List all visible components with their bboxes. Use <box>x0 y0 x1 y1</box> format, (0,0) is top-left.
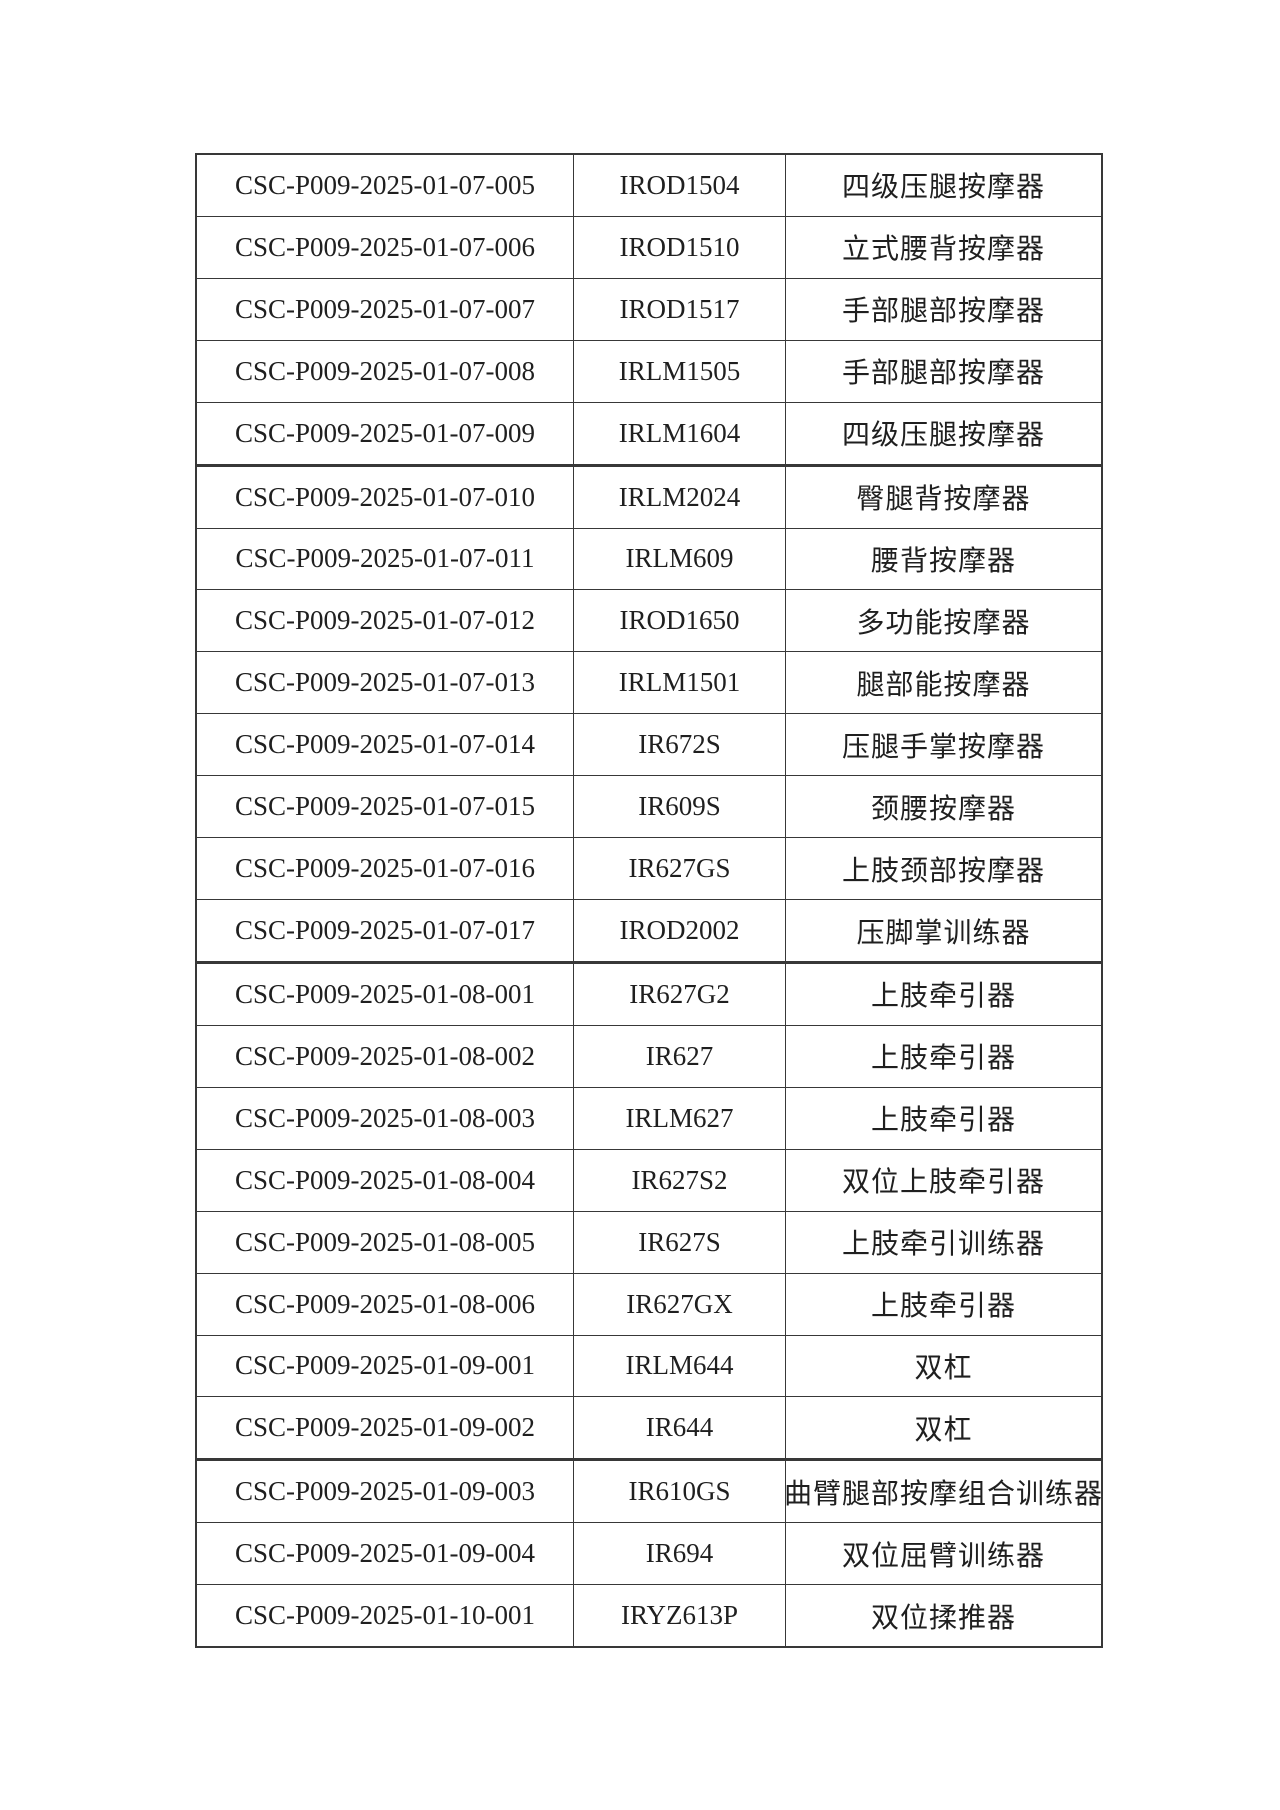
certificate-code-cell: CSC-P009-2025-01-07-010 <box>197 466 574 528</box>
table-row: CSC-P009-2025-01-08-004 IR627S2 双位上肢牵引器 <box>197 1149 1101 1212</box>
table-row: CSC-P009-2025-01-08-002 IR627 上肢牵引器 <box>197 1025 1101 1088</box>
certificate-code-cell: CSC-P009-2025-01-08-003 <box>197 1087 574 1149</box>
certificate-code-cell: CSC-P009-2025-01-08-004 <box>197 1149 574 1211</box>
model-number-cell: IROD1504 <box>574 155 786 216</box>
model-number-cell: IRYZ613P <box>574 1585 786 1647</box>
product-name-cell: 双杠 <box>914 1414 973 1446</box>
product-name-cell: 四级压腿按摩器 <box>841 420 1045 452</box>
certificate-code-cell: CSC-P009-2025-01-07-008 <box>197 340 574 402</box>
model-number-cell: IROD1650 <box>574 590 786 652</box>
model-number-cell: IRLM609 <box>574 528 786 590</box>
model-number-cell: IR627GX <box>574 1273 786 1335</box>
certificate-code-cell: CSC-P009-2025-01-08-002 <box>197 1025 574 1087</box>
product-name-cell: 上肢牵引器 <box>870 981 1016 1013</box>
table-row: CSC-P009-2025-01-08-003 IRLM627 上肢牵引器 <box>197 1087 1101 1150</box>
product-name-cell: 立式腰背按摩器 <box>841 234 1045 266</box>
table-row: CSC-P009-2025-01-07-010 IRLM2024 臀腿背按摩器 <box>197 466 1101 529</box>
model-number-cell: IRLM1505 <box>574 340 786 402</box>
certificate-code-cell: CSC-P009-2025-01-07-016 <box>197 838 574 900</box>
table-row: CSC-P009-2025-01-07-017 IROD2002 压脚掌训练器 <box>197 900 1101 964</box>
model-number-cell: IR627S2 <box>574 1149 786 1211</box>
table-row: CSC-P009-2025-01-09-003 IR610GS 曲臂腿部按摩组合… <box>197 1461 1101 1524</box>
product-name-cell: 腿部能按摩器 <box>856 669 1031 701</box>
table-row: CSC-P009-2025-01-07-015 IR609S 颈腰按摩器 <box>197 776 1101 839</box>
certificate-code-cell: CSC-P009-2025-01-07-007 <box>197 278 574 340</box>
product-table: CSC-P009-2025-01-07-005 IROD1504 四级压腿按摩器… <box>195 153 1103 1648</box>
model-number-cell: IROD2002 <box>574 900 786 961</box>
model-number-cell: IR694 <box>574 1523 786 1585</box>
table-row: CSC-P009-2025-01-07-016 IR627GS 上肢颈部按摩器 <box>197 838 1101 901</box>
certificate-code-cell: CSC-P009-2025-01-07-013 <box>197 652 574 714</box>
table-row: CSC-P009-2025-01-08-005 IR627S 上肢牵引训练器 <box>197 1211 1101 1274</box>
model-number-cell: IRLM1604 <box>574 402 786 464</box>
product-name-cell: 多功能按摩器 <box>856 607 1031 639</box>
table-row: CSC-P009-2025-01-09-001 IRLM644 双杠 <box>197 1335 1101 1398</box>
model-number-cell: IRLM1501 <box>574 652 786 714</box>
product-name-cell: 压腿手掌按摩器 <box>841 731 1045 763</box>
certificate-code-cell: CSC-P009-2025-01-08-005 <box>197 1211 574 1273</box>
certificate-code-cell: CSC-P009-2025-01-09-001 <box>197 1335 574 1397</box>
model-number-cell: IR609S <box>574 776 786 838</box>
certificate-code-cell: CSC-P009-2025-01-07-011 <box>197 528 574 590</box>
table-row: CSC-P009-2025-01-07-013 IRLM1501 腿部能按摩器 <box>197 652 1101 715</box>
product-name-cell: 上肢牵引训练器 <box>841 1229 1045 1261</box>
model-number-cell: IRLM644 <box>574 1335 786 1397</box>
table-row: CSC-P009-2025-01-07-012 IROD1650 多功能按摩器 <box>197 590 1101 653</box>
model-number-cell: IR672S <box>574 714 786 776</box>
table-row: CSC-P009-2025-01-07-007 IROD1517 手部腿部按摩器 <box>197 278 1101 341</box>
product-name-cell: 压脚掌训练器 <box>856 917 1031 949</box>
product-name-cell: 腰背按摩器 <box>870 545 1016 577</box>
model-number-cell: IROD1517 <box>574 278 786 340</box>
product-name-cell: 曲臂腿部按摩组合训练器 <box>786 1478 1101 1510</box>
model-number-cell: IR644 <box>574 1397 786 1459</box>
product-name-cell: 臀腿背按摩器 <box>856 484 1031 516</box>
product-name-cell: 双位揉推器 <box>870 1602 1016 1634</box>
certificate-code-cell: CSC-P009-2025-01-10-001 <box>197 1585 574 1647</box>
model-number-cell: IR627G2 <box>574 963 786 1025</box>
product-name-cell: 上肢牵引器 <box>870 1043 1016 1075</box>
product-name-cell: 双位屈臂训练器 <box>841 1540 1045 1572</box>
certificate-code-cell: CSC-P009-2025-01-07-017 <box>197 900 574 961</box>
table-row: CSC-P009-2025-01-07-005 IROD1504 四级压腿按摩器 <box>197 155 1101 217</box>
certificate-code-cell: CSC-P009-2025-01-07-015 <box>197 776 574 838</box>
model-number-cell: IROD1510 <box>574 216 786 278</box>
table-row: CSC-P009-2025-01-08-006 IR627GX 上肢牵引器 <box>197 1273 1101 1336</box>
certificate-code-cell: CSC-P009-2025-01-07-006 <box>197 216 574 278</box>
model-number-cell: IR627 <box>574 1025 786 1087</box>
table-row: CSC-P009-2025-01-07-006 IROD1510 立式腰背按摩器 <box>197 216 1101 279</box>
product-name-cell: 手部腿部按摩器 <box>841 358 1045 390</box>
product-name-cell: 上肢牵引器 <box>870 1291 1016 1323</box>
certificate-code-cell: CSC-P009-2025-01-09-002 <box>197 1397 574 1459</box>
table-row: CSC-P009-2025-01-10-001 IRYZ613P 双位揉推器 <box>197 1585 1101 1647</box>
model-number-cell: IR627S <box>574 1211 786 1273</box>
product-name-cell: 颈腰按摩器 <box>870 793 1016 825</box>
table-row: CSC-P009-2025-01-09-002 IR644 双杠 <box>197 1397 1101 1462</box>
product-name-cell: 双杠 <box>914 1352 973 1384</box>
product-name-cell: 上肢牵引器 <box>870 1105 1016 1137</box>
table-row: CSC-P009-2025-01-07-008 IRLM1505 手部腿部按摩器 <box>197 340 1101 403</box>
table-row: CSC-P009-2025-01-09-004 IR694 双位屈臂训练器 <box>197 1523 1101 1586</box>
table-row: CSC-P009-2025-01-07-011 IRLM609 腰背按摩器 <box>197 528 1101 591</box>
certificate-code-cell: CSC-P009-2025-01-08-006 <box>197 1273 574 1335</box>
model-number-cell: IR610GS <box>574 1461 786 1523</box>
certificate-code-cell: CSC-P009-2025-01-08-001 <box>197 963 574 1025</box>
certificate-code-cell: CSC-P009-2025-01-07-014 <box>197 714 574 776</box>
product-name-cell: 上肢颈部按摩器 <box>841 855 1045 887</box>
certificate-code-cell: CSC-P009-2025-01-07-005 <box>197 155 574 216</box>
certificate-code-cell: CSC-P009-2025-01-07-012 <box>197 590 574 652</box>
model-number-cell: IRLM2024 <box>574 466 786 528</box>
table-row: CSC-P009-2025-01-07-014 IR672S 压腿手掌按摩器 <box>197 714 1101 777</box>
model-number-cell: IRLM627 <box>574 1087 786 1149</box>
certificate-code-cell: CSC-P009-2025-01-07-009 <box>197 402 574 464</box>
product-name-cell: 四级压腿按摩器 <box>841 172 1045 204</box>
table-row: CSC-P009-2025-01-07-009 IRLM1604 四级压腿按摩器 <box>197 402 1101 467</box>
model-number-cell: IR627GS <box>574 838 786 900</box>
table-row: CSC-P009-2025-01-08-001 IR627G2 上肢牵引器 <box>197 963 1101 1026</box>
certificate-code-cell: CSC-P009-2025-01-09-003 <box>197 1461 574 1523</box>
product-name-cell: 双位上肢牵引器 <box>841 1167 1045 1199</box>
product-name-cell: 手部腿部按摩器 <box>841 296 1045 328</box>
certificate-code-cell: CSC-P009-2025-01-09-004 <box>197 1523 574 1585</box>
